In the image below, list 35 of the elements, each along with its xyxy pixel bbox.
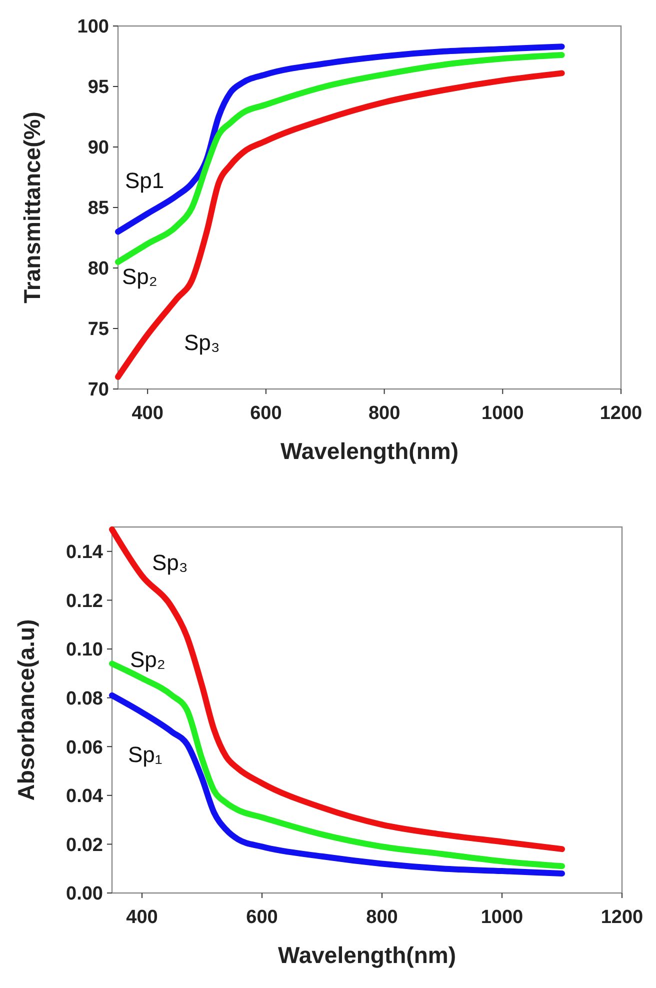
x-axis-title: Wavelength(nm) (280, 438, 459, 464)
y-tick-label: 0.06 (66, 737, 103, 758)
x-tick-label: 600 (250, 403, 282, 424)
y-tick-label: 80 (88, 258, 109, 280)
y-tick-label: 70 (88, 380, 109, 401)
series-label: Sp₁ (128, 742, 162, 767)
x-tick-label: 400 (126, 907, 158, 928)
x-tick-label: 1000 (480, 907, 524, 928)
y-tick-label: 85 (88, 198, 110, 220)
x-tick-label: 800 (368, 403, 400, 424)
y-tick-label: 0.14 (66, 542, 104, 564)
series-label: Sp₂ (130, 647, 166, 672)
x-axis-title: Wavelength(nm) (278, 942, 456, 968)
y-tick-label: 90 (88, 138, 109, 159)
y-tick-label: 0.10 (66, 640, 103, 661)
y-tick-label: 100 (77, 16, 109, 38)
series-label: Sp₂ (122, 264, 158, 289)
series-label: Sp1 (125, 168, 164, 193)
x-tick-label: 400 (132, 403, 164, 424)
x-tick-label: 800 (366, 907, 398, 928)
x-tick-label: 1200 (600, 907, 644, 928)
y-tick-label: 75 (88, 319, 110, 340)
y-axis-title: Transmittance(%) (19, 112, 45, 304)
y-tick-label: 0.02 (66, 834, 103, 856)
series-label: Sp₃ (184, 330, 220, 355)
y-tick-label: 0.12 (66, 590, 103, 612)
y-axis-title: Absorbance(a.u) (13, 619, 39, 801)
y-tick-label: 0.04 (66, 786, 104, 808)
x-tick-label: 1200 (600, 403, 642, 424)
y-tick-label: 0.00 (66, 884, 103, 905)
y-tick-label: 95 (88, 77, 110, 98)
series-label: Sp₃ (152, 550, 188, 575)
y-tick-label: 0.08 (66, 688, 103, 710)
x-tick-label: 600 (246, 907, 278, 928)
x-tick-label: 1000 (482, 403, 524, 424)
